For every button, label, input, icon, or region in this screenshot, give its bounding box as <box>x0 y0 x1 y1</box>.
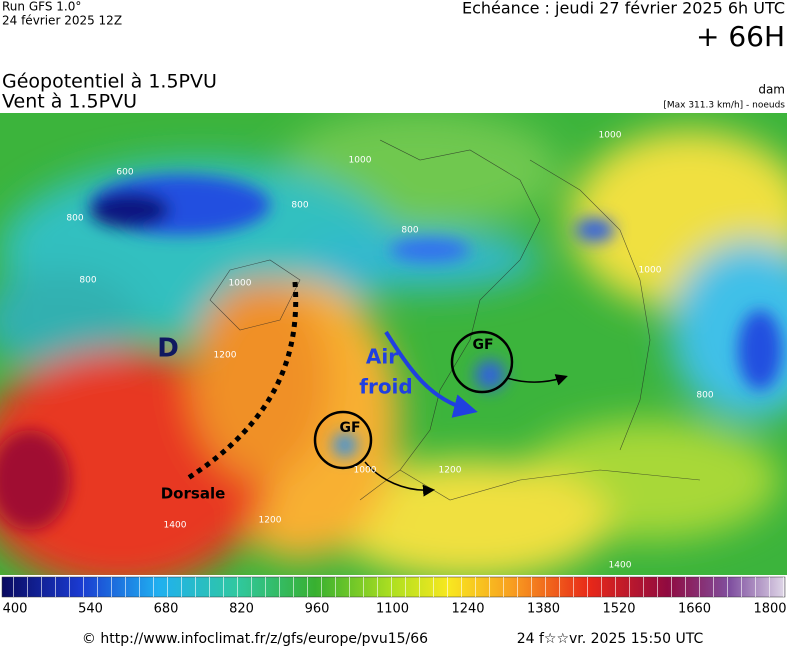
contour-label: 1200 <box>214 351 237 361</box>
scale-tick-label: 1380 <box>527 602 560 617</box>
annotation: froid <box>359 375 412 399</box>
gf-label: GF <box>339 420 360 436</box>
scale-tick-label: 1100 <box>376 602 409 617</box>
contour-label: 1400 <box>609 561 632 571</box>
gf-circle <box>450 330 514 394</box>
ridge-axis <box>183 281 299 483</box>
contour-label: 1000 <box>349 156 372 166</box>
scale-tick-label: 1240 <box>451 602 484 617</box>
contour-label: 1000 <box>354 466 377 476</box>
motion-arrow <box>506 374 568 386</box>
scale-tick-label: 1520 <box>602 602 635 617</box>
gf-label: GF <box>472 337 493 353</box>
contour-label: 1200 <box>439 466 462 476</box>
contour-label: 800 <box>79 276 96 286</box>
map <box>0 113 787 575</box>
contour-label: 800 <box>291 201 308 211</box>
wind-title: Vent à 1.5PVU <box>2 91 137 113</box>
scale-tick-label: 1660 <box>678 602 711 617</box>
scale-tick-label: 1800 <box>753 602 786 617</box>
scale-tick-label: 820 <box>229 602 254 617</box>
motion-arrow <box>364 461 435 497</box>
lead-time: + 66H <box>696 20 785 53</box>
forecast-time: Echéance : jeudi 27 février 2025 6h UTC <box>462 0 785 18</box>
run-date: 24 février 2025 12Z <box>2 14 122 28</box>
max-wind: [Max 311.3 km/h] - noeuds <box>663 101 785 111</box>
contour-label: 800 <box>401 226 418 236</box>
ridge-label: Dorsale <box>161 485 226 503</box>
scale-tick-label: 960 <box>305 602 330 617</box>
contour-label: 1000 <box>599 131 622 141</box>
cold-air-arrow <box>384 330 478 418</box>
run-label: Run GFS 1.0° <box>2 0 81 14</box>
source: © http://www.infoclimat.fr/z/gfs/europe/… <box>82 631 428 647</box>
scale-tick-label: 400 <box>3 602 28 617</box>
contour-label: 600 <box>116 168 133 178</box>
contour-label: 1000 <box>229 279 252 289</box>
contour-label: 1200 <box>259 516 282 526</box>
contour-label: 800 <box>66 214 83 224</box>
created: 24 f☆☆vr. 2025 15:50 UTC <box>517 631 704 647</box>
colorbar-separators <box>2 577 785 597</box>
annotations: D Air froid GF GF Dorsale <box>157 281 568 503</box>
contour-label: 800 <box>696 391 713 401</box>
scale-tick-label: 680 <box>154 602 179 617</box>
scale-tick-label: 540 <box>78 602 103 617</box>
contour-label: 1000 <box>639 266 662 276</box>
unit: dam <box>758 83 785 97</box>
annotation: Air <box>366 345 398 369</box>
field-title: Géopotentiel à 1.5PVU <box>2 71 217 93</box>
gf-circle <box>313 410 373 470</box>
low-label: D <box>157 334 179 364</box>
contour-label: 1400 <box>164 521 187 531</box>
